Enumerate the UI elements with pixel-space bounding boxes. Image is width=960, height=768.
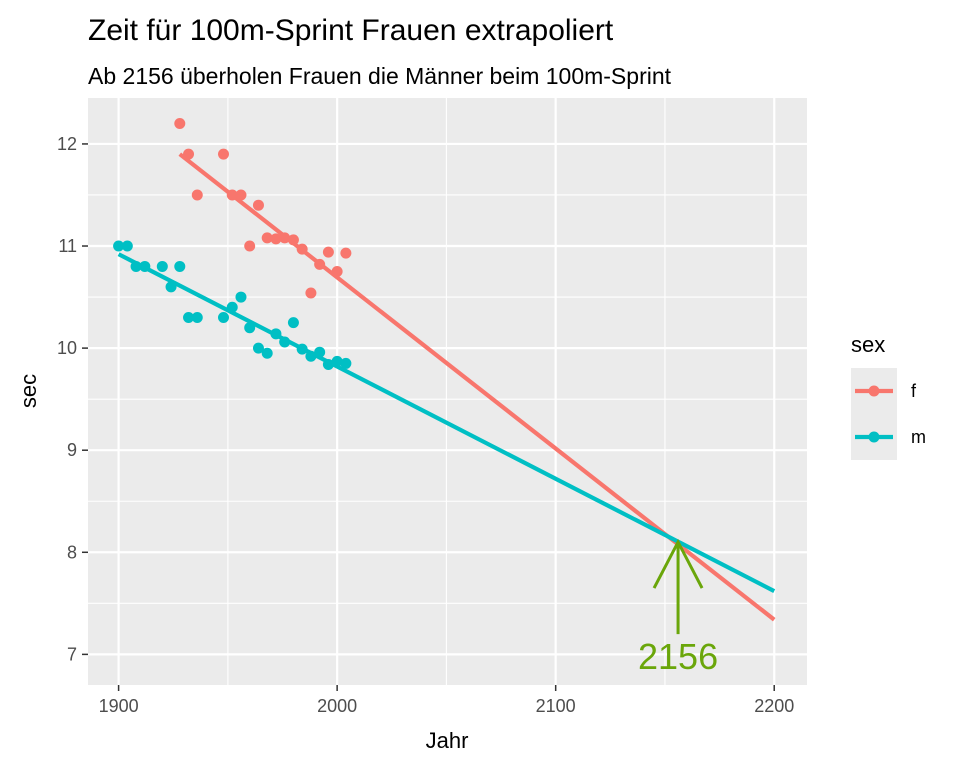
y-axis-title: sec [16, 374, 41, 408]
point-f [287, 234, 299, 246]
point-f [217, 148, 229, 160]
legend-label-m: m [911, 427, 926, 447]
point-m [340, 357, 352, 369]
point-f [322, 246, 334, 258]
legend: sex fm [851, 332, 926, 460]
point-m [113, 240, 125, 252]
y-tick-label: 10 [57, 338, 77, 358]
point-m [183, 311, 195, 323]
annotation-arrow-head [652, 538, 704, 589]
x-tick-label: 2200 [754, 696, 794, 716]
data-points [113, 118, 352, 370]
point-f [235, 189, 247, 201]
point-m [174, 260, 186, 272]
point-f [279, 232, 291, 244]
y-tick-label: 7 [67, 644, 77, 664]
grid-minor [88, 98, 807, 685]
point-m [314, 346, 326, 358]
y-axis-ticks: 7 8 9 10 11 12 [57, 134, 88, 664]
legend-label-f: f [911, 381, 917, 401]
x-tick-label: 2100 [536, 696, 576, 716]
point-m [252, 342, 264, 354]
point-m [279, 336, 291, 348]
point-m [139, 260, 151, 272]
legend-keys: fm [851, 368, 926, 460]
point-f [340, 247, 352, 259]
chart-title: Zeit für 100m-Sprint Frauen extrapoliert [88, 14, 614, 47]
point-m [121, 240, 133, 252]
x-tick-label: 1900 [99, 696, 139, 716]
x-tick-label: 2000 [317, 696, 357, 716]
point-m [331, 355, 343, 367]
point-m [217, 311, 229, 323]
point-f [314, 258, 326, 270]
y-tick-label: 12 [57, 134, 77, 154]
point-f [270, 233, 282, 245]
point-m [261, 347, 273, 359]
point-f [174, 118, 186, 130]
point-f [244, 240, 256, 252]
annotation-label: 2156 [638, 636, 718, 677]
chart-subtitle: Ab 2156 überholen Frauen die Männer beim… [88, 63, 672, 89]
point-m [191, 311, 203, 323]
y-tick-label: 9 [67, 440, 77, 460]
point-m [322, 358, 334, 370]
legend-title: sex [851, 332, 885, 357]
point-f [305, 287, 317, 299]
point-m [270, 328, 282, 340]
x-axis-ticks: 1900 2000 2100 2200 [99, 685, 794, 716]
plot-panel [88, 98, 807, 685]
point-f [252, 199, 264, 211]
point-f [331, 266, 343, 278]
legend-key-point-m [868, 431, 880, 443]
point-m [165, 281, 177, 293]
y-tick-label: 11 [58, 236, 77, 256]
point-m [287, 317, 299, 329]
point-m [244, 322, 256, 334]
point-m [305, 350, 317, 362]
point-m [130, 260, 142, 272]
point-m [296, 343, 308, 355]
point-m [226, 301, 238, 313]
annotation: 2156 [638, 538, 718, 677]
point-m [156, 260, 168, 272]
point-f [226, 189, 238, 201]
point-f [183, 148, 195, 160]
point-m [235, 291, 247, 303]
point-f [191, 189, 203, 201]
point-f [261, 232, 273, 244]
y-tick-label: 8 [67, 542, 77, 562]
point-f [296, 243, 308, 255]
x-axis-title: Jahr [426, 728, 469, 753]
legend-key-point-f [868, 385, 880, 397]
